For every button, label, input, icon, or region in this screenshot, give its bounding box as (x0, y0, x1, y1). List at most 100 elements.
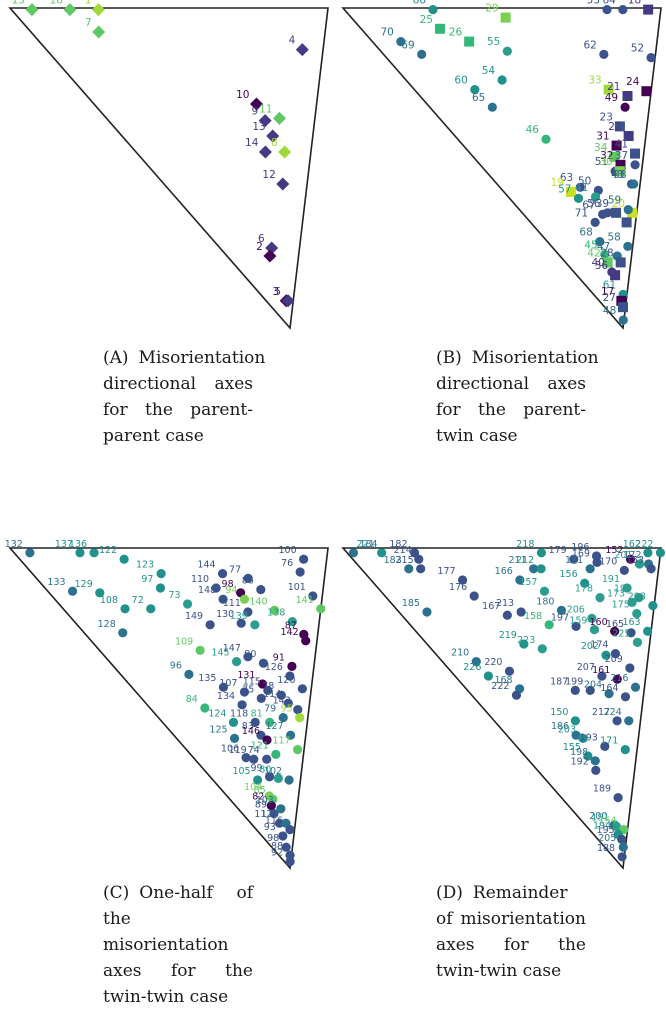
point-marker (293, 705, 303, 715)
point-marker (146, 604, 156, 614)
point-label: 120 (277, 675, 295, 686)
point-marker (610, 270, 621, 281)
point-marker (618, 5, 628, 15)
point-label: 190 (614, 584, 632, 595)
point-marker (276, 690, 286, 700)
point-marker (205, 620, 215, 630)
point-marker (589, 625, 600, 635)
point-marker (25, 548, 35, 558)
point-marker (25, 3, 39, 17)
point-marker (632, 637, 643, 647)
point-label: 172 (623, 550, 641, 561)
point-marker (256, 693, 266, 703)
point-marker (570, 716, 580, 726)
point-marker (308, 591, 318, 601)
point-marker (243, 607, 253, 617)
point-marker (470, 85, 480, 95)
point-label: 158 (524, 611, 542, 622)
point-marker (155, 583, 166, 593)
point-label: 183 (384, 555, 402, 566)
point-label: 92 (271, 848, 283, 859)
point-label: 189 (593, 784, 611, 795)
point-marker (615, 159, 626, 170)
point-label: 63 (560, 172, 573, 184)
point-label: 196 (571, 542, 589, 553)
point-label: 5 (274, 286, 281, 298)
caption-d: (D) Remainder of misorientation axes for … (436, 880, 586, 984)
point-label: 80 (259, 764, 271, 775)
point-label: 111 (223, 598, 241, 609)
point-label: 137 (55, 539, 73, 550)
point-label: 139 (230, 611, 248, 622)
point-label: 130 (216, 609, 234, 620)
point-marker (642, 626, 653, 636)
point-label: 15 (12, 0, 25, 7)
point-marker (258, 114, 272, 128)
caption-tag: (B) (436, 348, 462, 368)
point-marker (266, 801, 276, 811)
point-label: 169 (572, 548, 590, 559)
point-label: 163 (622, 617, 640, 628)
point-label: 177 (437, 566, 455, 577)
point-marker (565, 187, 576, 197)
point-marker (217, 569, 228, 579)
point-marker (556, 605, 567, 615)
point-label: 52 (631, 43, 644, 55)
caption-text: Misorientation directional axes for the … (103, 348, 266, 446)
point-label: 53 (587, 0, 600, 7)
point-marker (195, 645, 205, 655)
point-marker (297, 684, 307, 694)
point-label: 34 (594, 142, 608, 154)
point-label: 66 (413, 0, 427, 7)
point-label: 140 (249, 596, 267, 607)
point-label: 206 (567, 604, 585, 615)
point-label: 93 (264, 822, 276, 833)
point-label: 96 (170, 660, 182, 671)
point-label: 18 (628, 0, 641, 7)
point-label: 195 (597, 825, 615, 836)
point-label: 51 (595, 156, 608, 168)
point-label: 57 (558, 183, 571, 195)
point-marker (396, 37, 406, 47)
triangle-outline (341, 7, 662, 330)
point-marker (591, 765, 601, 775)
point-label: 107 (219, 678, 237, 689)
point-marker (348, 548, 359, 558)
point-label: 224 (604, 707, 622, 718)
caption-a: (A) Misorientation directional axes for t… (103, 345, 265, 449)
point-label: 73 (168, 590, 180, 601)
point-marker (575, 182, 585, 192)
point-marker (609, 151, 620, 162)
point-marker (519, 639, 529, 649)
point-label: 3 (273, 286, 280, 298)
point-label: 58 (607, 231, 620, 243)
point-marker (281, 842, 291, 852)
point-marker (625, 663, 635, 673)
point-label: 77 (229, 564, 241, 575)
point-marker (218, 682, 229, 692)
point-label: 225 (612, 628, 630, 639)
point-label: 79 (264, 704, 276, 715)
point-marker (428, 5, 438, 15)
point-label: 28 (600, 247, 613, 259)
point-marker (585, 685, 595, 695)
point-label: 136 (69, 539, 87, 550)
point-marker (278, 713, 288, 723)
point-marker (92, 25, 106, 39)
point-marker (416, 564, 426, 574)
point-label: 26 (449, 27, 463, 39)
point-label: 83 (242, 721, 254, 732)
caption-b: (B) Misorientation directional axes for t… (436, 345, 599, 449)
point-label: 132 (5, 539, 23, 550)
point-marker (471, 657, 481, 667)
point-label: 88 (271, 841, 283, 852)
point-label: 208 (628, 592, 646, 603)
point-label: 104 (244, 782, 262, 793)
point-label: 100 (279, 545, 297, 556)
point-marker (295, 713, 305, 723)
point-label: 226 (463, 662, 481, 673)
point-marker (600, 249, 610, 259)
point-label: 90 (244, 649, 256, 660)
point-label: 19 (551, 177, 564, 189)
